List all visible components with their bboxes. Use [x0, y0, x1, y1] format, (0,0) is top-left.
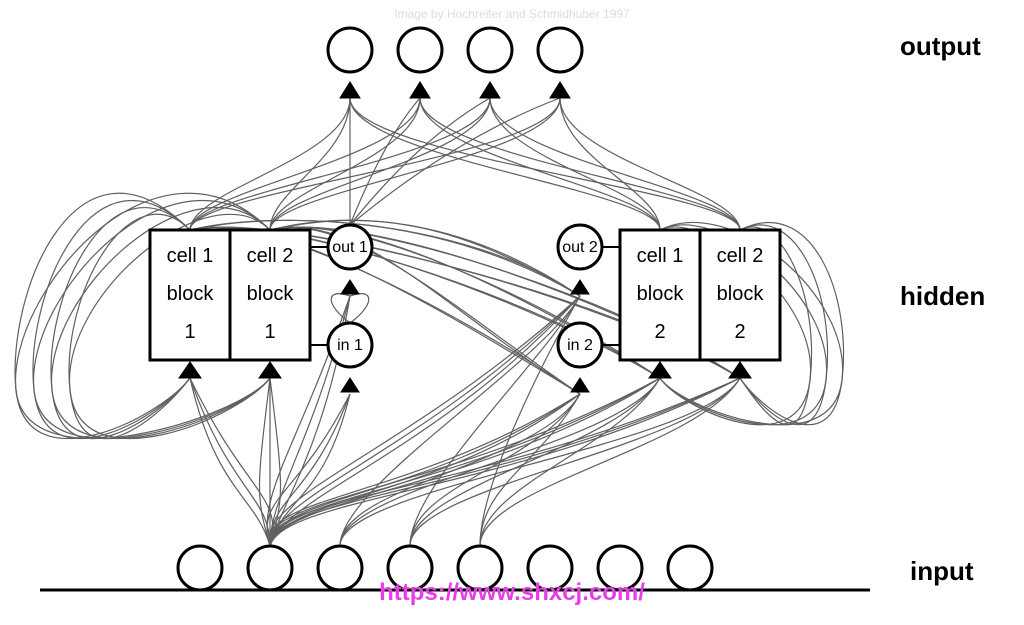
input-node: [248, 546, 292, 590]
label-hidden: hidden: [900, 281, 985, 311]
block-2-cell-label: block: [637, 283, 685, 305]
input-node: [318, 546, 362, 590]
arrow-up-icon: [341, 280, 359, 294]
arrow-up-icon: [649, 362, 671, 378]
output-node: [328, 28, 372, 72]
arrow-up-icon: [179, 362, 201, 378]
connection-edge: [420, 98, 660, 230]
connection-edge: [560, 98, 740, 230]
arrow-up-icon: [550, 82, 570, 98]
connection-edge: [190, 98, 420, 230]
input-node: [668, 546, 712, 590]
output-node: [538, 28, 582, 72]
connection-edge: [270, 378, 740, 546]
connection-edge: [269, 378, 660, 546]
connection-edge: [560, 98, 660, 230]
output-node: [398, 28, 442, 72]
connection-edge: [270, 227, 580, 394]
arrow-up-icon: [480, 82, 500, 98]
connection-edge: [490, 98, 740, 230]
connection-edge: [270, 378, 740, 546]
connection-edge: [480, 394, 580, 546]
arrow-up-icon: [729, 362, 751, 378]
connection-edge: [270, 98, 490, 230]
connection-edge: [420, 98, 740, 230]
connection-edge: [270, 227, 580, 394]
connection-edge: [270, 378, 660, 546]
block-2-gate-label: out 2: [562, 239, 598, 256]
block-1-cell-label: 1: [264, 321, 275, 343]
block-1-gate-label: out 1: [332, 239, 368, 256]
arrow-up-icon: [571, 280, 589, 294]
connection-edge: [350, 294, 369, 323]
connection-edge: [410, 378, 660, 546]
caption-top: Image by Hochreiter and Schmidhuber 1997: [394, 7, 630, 21]
arrow-up-icon: [341, 378, 359, 392]
input-node: [178, 546, 222, 590]
connection-edge: [269, 378, 740, 546]
block-1-cell-label: block: [247, 283, 295, 305]
block-2-cell-label: 2: [734, 321, 745, 343]
block-1-cell-label: cell 1: [167, 245, 214, 267]
block-1-cell-label: cell 2: [247, 245, 294, 267]
block-2-cell-label: 2: [654, 321, 665, 343]
arrow-up-icon: [340, 82, 360, 98]
connection-edge: [350, 98, 560, 225]
watermark-url: https://www.shxcj.com/: [379, 579, 645, 606]
output-node: [468, 28, 512, 72]
label-input: input: [910, 556, 974, 586]
block-1-cell-label: block: [167, 283, 215, 305]
block-2-gate-label: in 2: [567, 337, 593, 354]
block-2-cell-label: block: [717, 283, 765, 305]
arrow-up-icon: [259, 362, 281, 378]
block-2-cell-label: cell 1: [637, 245, 684, 267]
connection-edge: [270, 378, 660, 546]
block-2-cell-label: cell 2: [717, 245, 764, 267]
arrow-up-icon: [410, 82, 430, 98]
block-1-cell-label: 1: [184, 321, 195, 343]
block-1-gate-label: in 1: [337, 337, 363, 354]
label-output: output: [900, 31, 981, 61]
arrow-up-icon: [571, 378, 589, 392]
connection-edge: [350, 98, 660, 230]
